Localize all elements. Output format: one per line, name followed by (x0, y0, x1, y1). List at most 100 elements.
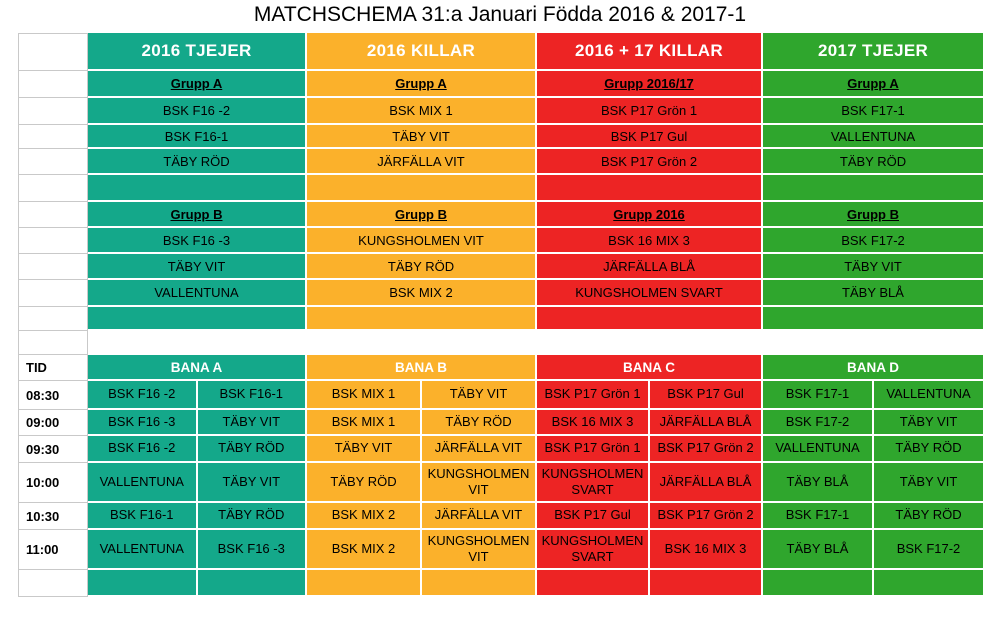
empty-cell (307, 307, 537, 331)
team-cell: BSK 16 MIX 3 (537, 228, 763, 254)
team-cell: BSK P17 Gul (537, 125, 763, 149)
time-cell: 10:00 (18, 463, 88, 503)
match-schedule-table: 2016 TJEJER 2016 KILLAR 2016 + 17 KILLAR… (18, 33, 985, 597)
match-team-cell: TÄBY VIT (307, 436, 422, 461)
team-cell: TÄBY VIT (88, 254, 307, 280)
table-row: BSK F16-1 TÄBY VIT BSK P17 Gul VALLENTUN… (18, 125, 985, 149)
match-cell: TÄBY BLÅ BSK F17-2 (763, 530, 985, 570)
match-cell: BSK F17-1 VALLENTUNA (763, 381, 985, 410)
match-team-cell: JÄRFÄLLA BLÅ (659, 413, 752, 429)
team-cell: BSK P17 Grön 1 (537, 98, 763, 125)
match-team-cell: BSK P17 Grön 2 (657, 440, 754, 456)
table-row: VALLENTUNA BSK MIX 2 KUNGSHOLMEN SVART T… (18, 280, 985, 307)
empty-cell (763, 570, 985, 597)
tid-spacer-cell (18, 331, 88, 355)
time-cell: 11:00 (18, 530, 88, 570)
tid-spacer-cell (18, 280, 88, 307)
match-cell: BSK 16 MIX 3 JÄRFÄLLA BLÅ (537, 410, 763, 436)
tid-spacer-cell (18, 307, 88, 331)
team-cell: TÄBY VIT (307, 125, 537, 149)
match-team-cell: BSK F16 -3 (88, 410, 198, 434)
match-cell: BSK F17-2 TÄBY VIT (763, 410, 985, 436)
match-team-cell: BSK F16 -3 (217, 540, 285, 556)
match-team-cell: TÄBY VIT (899, 413, 958, 429)
team-cell: KUNGSHOLMEN VIT (307, 228, 537, 254)
table-row: TID BANA A BANA B BANA C BANA D (18, 355, 985, 381)
table-row (18, 175, 985, 202)
match-cell: VALLENTUNA TÄBY RÖD (763, 436, 985, 463)
match-team-cell: BSK F16 -2 (88, 381, 198, 408)
match-team-cell: BSK P17 Gul (667, 386, 744, 402)
team-cell: TÄBY BLÅ (763, 280, 985, 307)
match-team-cell: BSK F16 -2 (88, 436, 198, 461)
empty-cell (763, 307, 985, 331)
tid-spacer-cell (18, 175, 88, 202)
match-team-cell: TÄBY RÖD (218, 440, 285, 456)
table-row (18, 570, 985, 597)
empty-cell (763, 175, 985, 202)
tid-header: TID (18, 355, 88, 381)
table-row: 10:00 VALLENTUNA TÄBY VIT TÄBY RÖD KUNGS… (18, 463, 985, 503)
match-team-cell: BSK MIX 1 (307, 410, 422, 434)
match-team-cell: KUNGSHOLMEN VIT (427, 465, 530, 497)
match-team-cell: BSK P17 Gul (537, 503, 650, 528)
team-cell: BSK F16-1 (88, 125, 307, 149)
match-cell: VALLENTUNA BSK F16 -3 (88, 530, 307, 570)
match-cell: BSK P17 Gul BSK P17 Grön 2 (537, 503, 763, 530)
match-team-cell: TÄBY RÖD (218, 507, 285, 523)
match-team-cell: TÄBY RÖD (895, 440, 962, 456)
table-row: BSK F16 -2 BSK MIX 1 BSK P17 Grön 1 BSK … (18, 98, 985, 125)
tid-spacer-cell (18, 228, 88, 254)
tid-spacer-cell (18, 570, 88, 597)
match-team-cell (874, 570, 983, 595)
age-group-header: 2016 TJEJER (88, 33, 307, 71)
table-row: Grupp B Grupp B Grupp 2016 Grupp B (18, 202, 985, 228)
tid-spacer-cell (18, 98, 88, 125)
spacer (88, 331, 985, 355)
table-row (18, 331, 985, 355)
team-cell: VALLENTUNA (88, 280, 307, 307)
match-team-cell: TÄBY VIT (222, 413, 281, 429)
bana-header: BANA D (763, 355, 985, 381)
match-team-cell: BSK F17-1 (763, 381, 874, 408)
group-label: Grupp B (88, 202, 307, 228)
tid-spacer-cell (18, 33, 88, 71)
table-row: TÄBY RÖD JÄRFÄLLA VIT BSK P17 Grön 2 TÄB… (18, 149, 985, 175)
match-team-cell: BSK P17 Grön 1 (537, 436, 650, 461)
match-cell: BSK F16 -2 TÄBY RÖD (88, 436, 307, 463)
match-team-cell: BSK 16 MIX 3 (537, 410, 650, 434)
match-team-cell (763, 570, 874, 595)
group-label: Grupp A (763, 71, 985, 98)
match-team-cell: TÄBY VIT (899, 473, 958, 489)
match-team-cell: BSK P17 Grön 1 (537, 381, 650, 408)
match-team-cell: TÄBY VIT (222, 473, 281, 489)
match-team-cell: TÄBY BLÅ (763, 463, 874, 501)
match-team-cell: VALLENTUNA (763, 436, 874, 461)
empty-cell (537, 307, 763, 331)
match-team-cell: BSK MIX 2 (307, 530, 422, 568)
match-team-cell: BSK MIX 1 (307, 381, 422, 408)
time-cell: 10:30 (18, 503, 88, 530)
group-label: Grupp B (763, 202, 985, 228)
team-cell: TÄBY VIT (763, 254, 985, 280)
table-row: 09:30 BSK F16 -2 TÄBY RÖD TÄBY VIT JÄRFÄ… (18, 436, 985, 463)
match-team-cell (198, 570, 306, 595)
team-cell: BSK F16 -2 (88, 98, 307, 125)
match-cell: BSK P17 Grön 1 BSK P17 Grön 2 (537, 436, 763, 463)
match-cell: BSK F16-1 TÄBY RÖD (88, 503, 307, 530)
match-team-cell (88, 570, 198, 595)
empty-cell (307, 175, 537, 202)
match-team-cell (307, 570, 422, 595)
match-cell: BSK F16 -2 BSK F16-1 (88, 381, 307, 410)
tid-spacer-cell (18, 125, 88, 149)
match-team-cell: TÄBY RÖD (445, 413, 512, 429)
match-team-cell: TÄBY RÖD (307, 463, 422, 501)
group-label: Grupp A (307, 71, 537, 98)
team-cell: JÄRFÄLLA BLÅ (537, 254, 763, 280)
match-team-cell: JÄRFÄLLA BLÅ (659, 473, 752, 489)
match-team-cell: VALLENTUNA (886, 386, 971, 402)
match-cell: TÄBY RÖD KUNGSHOLMEN VIT (307, 463, 537, 503)
group-label: Grupp 2016 (537, 202, 763, 228)
bana-header: BANA B (307, 355, 537, 381)
age-group-header: 2016 + 17 KILLAR (537, 33, 763, 71)
